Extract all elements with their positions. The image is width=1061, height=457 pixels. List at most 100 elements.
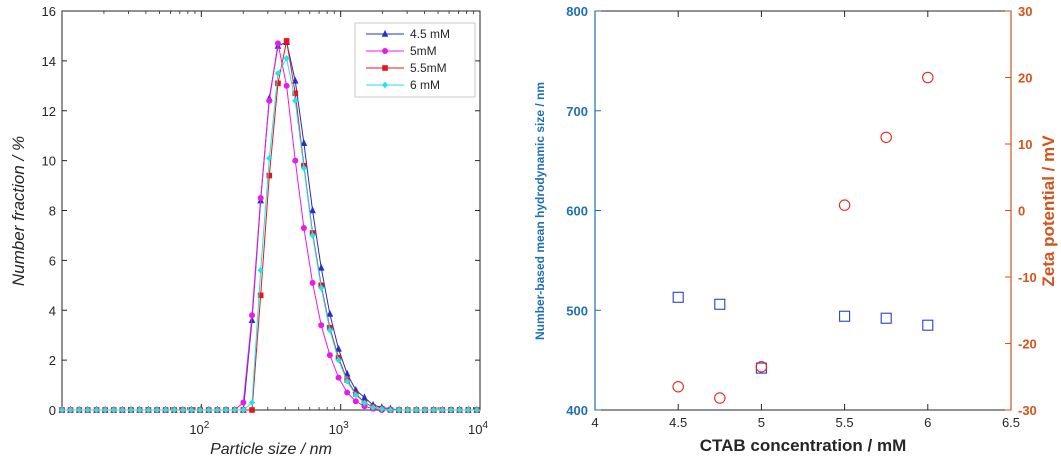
data-point: [266, 97, 273, 104]
size-data-point: [922, 319, 934, 331]
data-point: [309, 206, 316, 214]
left-y-tick-label: 16: [42, 4, 56, 19]
right-x-tick-label: 4.5: [669, 415, 687, 430]
right-left-y-axis-label: Number-based mean hydrodynamic size / nm: [533, 82, 547, 340]
zeta-data-point: [755, 361, 768, 373]
right-right-y-tick-label: 10: [1018, 137, 1032, 152]
right-right-y-tick-label: 30: [1018, 4, 1032, 19]
data-point: [162, 406, 169, 414]
data-point: [335, 356, 342, 364]
legend-label: 5mM: [410, 44, 437, 58]
data-point: [240, 399, 247, 406]
data-point: [344, 389, 351, 396]
data-point: [335, 374, 342, 381]
zeta-data-point: [838, 199, 851, 211]
data-point: [456, 406, 463, 414]
data-point: [361, 399, 368, 407]
legend-marker: [381, 81, 389, 89]
data-point: [93, 406, 100, 414]
left-x-tick-label: 104: [468, 420, 488, 437]
data-point: [76, 406, 83, 414]
data-point: [266, 154, 273, 162]
data-point: [145, 406, 152, 414]
data-point: [439, 406, 446, 414]
data-point: [283, 82, 290, 89]
data-point: [84, 406, 91, 414]
zeta-data-point: [672, 380, 684, 393]
data-point: [413, 406, 420, 414]
size-data-point: [714, 298, 726, 310]
data-point: [249, 312, 256, 319]
data-point: [352, 398, 359, 405]
data-point: [309, 232, 316, 239]
data-point: [447, 406, 455, 414]
right-x-tick-label: 5.5: [836, 415, 854, 430]
data-point: [318, 284, 325, 292]
zeta-data-point: [880, 131, 892, 144]
size-data-point: [672, 291, 684, 303]
data-point: [171, 406, 178, 414]
right-x-tick-label: 4: [591, 415, 598, 430]
data-point: [369, 404, 377, 411]
left-y-tick-label: 4: [49, 303, 56, 318]
legend: 4.5 mM 5mM 5.5mM 6 mM: [354, 22, 476, 98]
data-point: [395, 406, 403, 414]
zeta-data-point: [714, 392, 726, 404]
size-distribution-chart: 0 2 4 6 8 10 12 14 16 102 103 104 Number fraction …: [9, 4, 488, 457]
left-y-tick-label: 8: [49, 204, 56, 219]
data-point: [326, 309, 334, 317]
legend-label: 5.5mM: [410, 61, 447, 75]
data-point: [257, 195, 264, 202]
data-point: [153, 406, 161, 414]
right-right-y-tick-label: -20: [1018, 337, 1037, 352]
right-x-tick-label: 5: [758, 415, 765, 430]
data-point: [222, 406, 230, 414]
data-point: [283, 55, 290, 62]
data-point: [179, 406, 187, 414]
right-left-y-tick-label: 700: [566, 104, 588, 119]
data-point: [257, 292, 264, 299]
right-x-axis-label: CTAB concentration / mM: [700, 436, 907, 455]
data-point: [292, 90, 299, 97]
data-point: [318, 322, 325, 329]
data-point: [58, 406, 66, 414]
right-left-y-tick-label: 400: [566, 403, 588, 418]
data-point: [274, 40, 281, 47]
data-point: [240, 406, 247, 414]
right-left-y-tick-label: 800: [566, 4, 588, 19]
data-point: [317, 263, 325, 271]
right-right-y-tick-label: -10: [1018, 270, 1037, 285]
left-y-tick-label: 12: [42, 104, 56, 119]
data-point: [248, 399, 256, 406]
left-y-tick-label: 10: [42, 154, 56, 169]
legend-marker: [381, 29, 389, 37]
data-point: [257, 267, 264, 274]
data-point: [387, 406, 394, 414]
zeta-data-point: [922, 71, 934, 84]
left-x-tick-label: 102: [189, 420, 209, 437]
data-point: [292, 97, 299, 104]
data-point: [473, 406, 481, 414]
right-right-y-tick-label: 0: [1018, 204, 1025, 219]
data-point: [309, 279, 316, 286]
legend-marker: [382, 48, 388, 54]
data-point: [110, 406, 117, 414]
data-point: [196, 406, 204, 414]
data-point: [249, 407, 255, 413]
data-point: [67, 406, 74, 414]
data-point: [300, 224, 307, 231]
right-x-tick-label: 6: [924, 415, 931, 430]
data-point: [335, 344, 342, 352]
data-point: [283, 38, 290, 44]
right-x-tick-label: 6.5: [1002, 415, 1020, 430]
left-y-tick-label: 14: [42, 54, 56, 69]
legend-label: 6 mM: [410, 78, 440, 92]
data-point: [326, 352, 333, 359]
data-point: [300, 139, 308, 146]
data-point: [214, 406, 221, 414]
legend-marker: [382, 65, 388, 71]
data-point: [274, 70, 282, 77]
data-point: [292, 157, 299, 164]
data-point: [404, 406, 411, 414]
